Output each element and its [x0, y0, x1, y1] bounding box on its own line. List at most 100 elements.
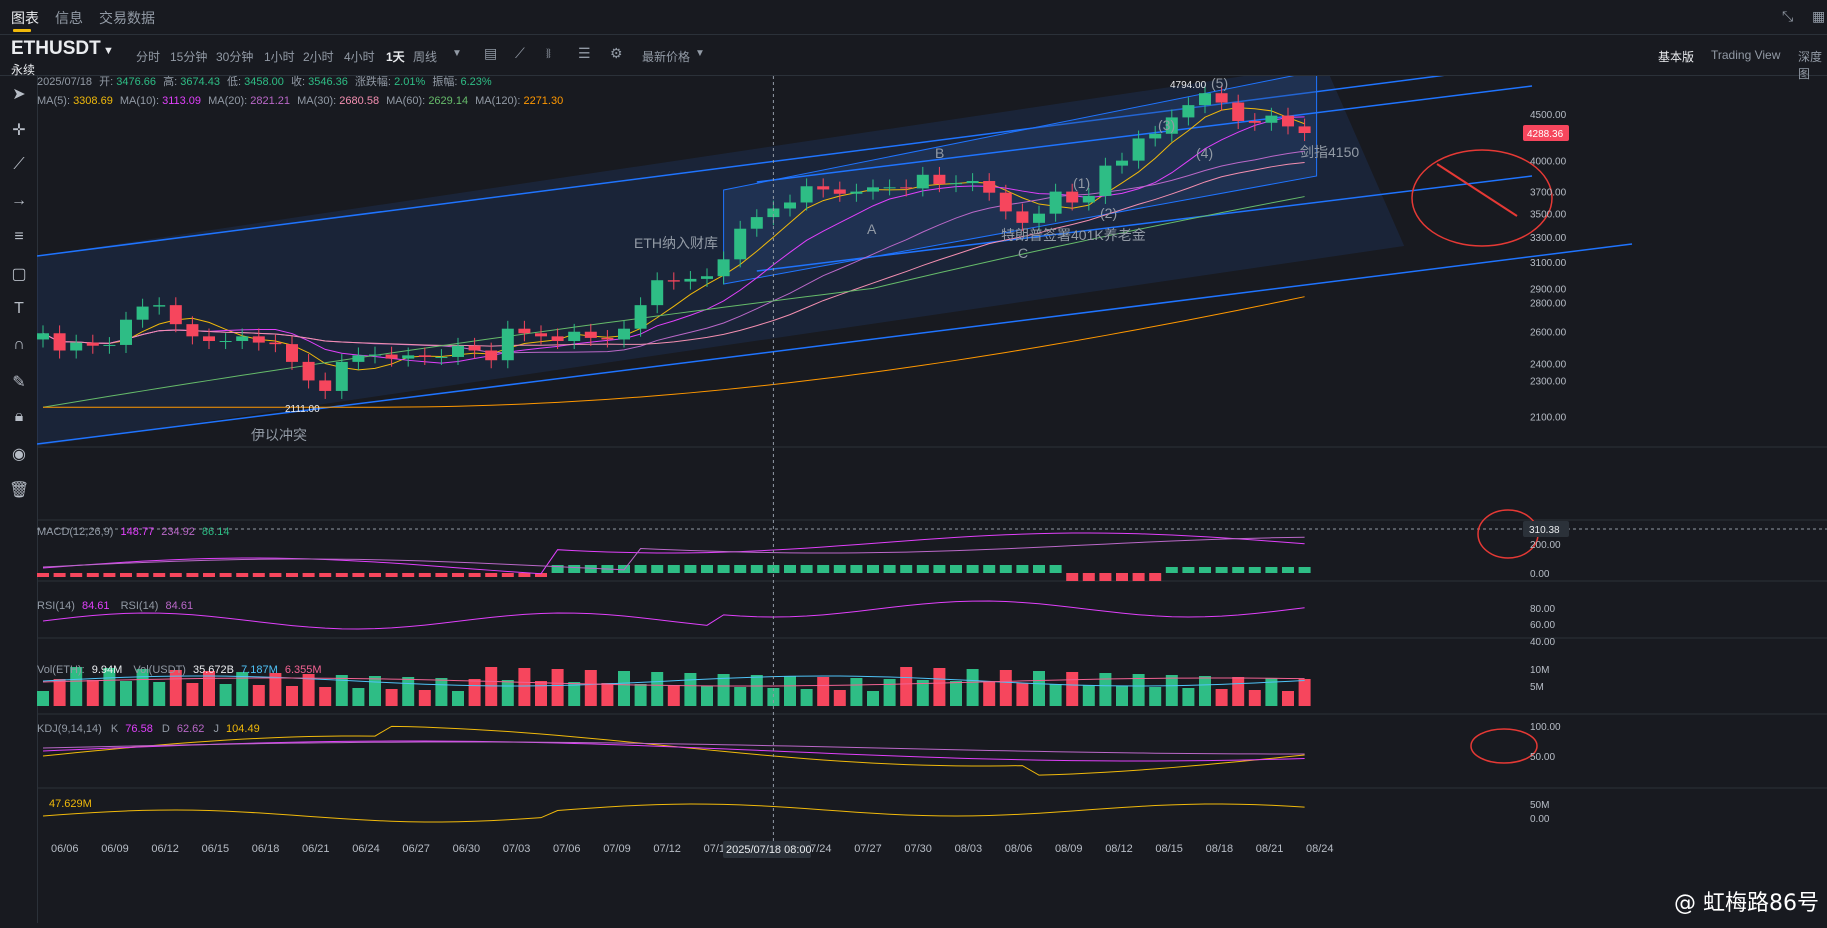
volume-bar — [352, 688, 365, 706]
more-intervals-icon[interactable]: ▼ — [452, 48, 462, 59]
down-arrow — [1436, 163, 1518, 217]
tab-chart[interactable]: 图表 — [11, 10, 39, 26]
trash-icon[interactable]: 🗑︎ — [9, 482, 30, 499]
price-tick-label: 3700.00 — [1530, 188, 1567, 199]
volume-bar — [1132, 674, 1145, 706]
inner-lower-line — [756, 175, 1533, 272]
macd-histogram-bar — [1199, 567, 1211, 573]
ma10-value: 3113.09 — [162, 95, 202, 107]
trendline-icon[interactable]: ⟋ — [13, 156, 25, 173]
kdj-d-label: D — [161, 723, 170, 735]
fib-icon[interactable]: ≡ — [14, 228, 24, 245]
candle-body — [518, 328, 531, 334]
ohlc-close: 3546.36 — [308, 76, 348, 88]
ma30-label: MA(30): — [297, 95, 337, 107]
candle-body — [1282, 115, 1294, 127]
interval-timeline[interactable]: 分时 — [136, 50, 161, 64]
crosshair-value-tag — [1523, 521, 1569, 537]
shape-icon[interactable]: ▢ — [11, 266, 27, 283]
macd-histogram-bar — [302, 573, 315, 577]
vol-value: 9.94M — [91, 664, 123, 676]
calendar-icon[interactable]: ▤ — [484, 45, 498, 61]
candle-body — [286, 344, 298, 362]
subpanel-tick-label: 100.00 — [1530, 722, 1561, 733]
vol-usdt-value: 35.672B — [193, 664, 234, 676]
view-tradingview[interactable]: Trading View — [1711, 48, 1781, 62]
time-tick-label: 08/24 — [1306, 843, 1334, 855]
grid-layout-icon[interactable]: ▦ — [1812, 8, 1826, 24]
interval-1w[interactable]: 周线 — [413, 50, 438, 64]
candle-body — [833, 189, 846, 194]
subpanel-tick-label: 80.00 — [1530, 604, 1555, 615]
volume-bar — [1282, 691, 1294, 706]
macd-histogram-bar — [966, 565, 979, 573]
candle-body — [916, 174, 929, 189]
lock-icon[interactable]: 🔒︎ — [14, 408, 24, 425]
settings-gear-icon[interactable]: ⚙ — [610, 45, 623, 61]
time-tick-label: 06/06 — [51, 843, 79, 855]
volume-bar — [701, 686, 713, 706]
macd-histogram-bar — [153, 573, 166, 577]
template-icon[interactable]: ☰ — [578, 45, 591, 61]
price-type-select[interactable]: 最新价格 — [642, 50, 691, 64]
macd-histogram-bar — [568, 565, 581, 573]
macd-histogram-bar — [120, 573, 132, 577]
candle-type-icon[interactable]: ⧚ — [546, 45, 551, 61]
candle-body — [1248, 120, 1261, 123]
vol-label: Vol(ETH): — [37, 664, 85, 676]
symbol-name[interactable]: ETHUSDT — [11, 38, 101, 59]
macd-histogram-bar — [667, 565, 680, 573]
volume-bar — [1182, 688, 1195, 706]
interval-4h[interactable]: 4小时 — [344, 50, 375, 64]
interval-30m[interactable]: 30分钟 — [216, 50, 254, 64]
macd-histogram-bar — [800, 565, 813, 573]
volume-bar — [634, 684, 647, 706]
arrow-icon[interactable]: → — [11, 192, 27, 209]
eye-icon[interactable]: ◉ — [12, 446, 26, 463]
collapse-icon[interactable]: ⤡ — [1782, 8, 1794, 24]
symbol-dropdown-icon[interactable]: ▼ — [103, 45, 114, 57]
macd-histogram-bar — [53, 573, 66, 577]
macd-histogram-bar — [684, 565, 697, 573]
interval-1d[interactable]: 1天 — [386, 50, 405, 64]
candle-body — [53, 333, 66, 351]
macd-histogram-bar — [833, 565, 846, 573]
volume-bar — [1149, 687, 1162, 706]
crosshair-icon[interactable]: ✛ — [12, 122, 26, 139]
time-tick-label: 06/30 — [453, 843, 481, 855]
ohlc-row: 2025/07/18 开: 3476.66 高: 3674.43 低: 3458… — [37, 73, 492, 89]
candle-body — [70, 342, 83, 351]
price-tick-label: 2400.00 — [1530, 360, 1567, 371]
magnet-icon[interactable]: ∩ — [13, 336, 25, 353]
tab-info[interactable]: 信息 — [55, 10, 83, 26]
brush-icon[interactable]: ✎ — [12, 374, 26, 391]
chart-area[interactable]: 4794.00 2111.00 B A C (1) (2) (3) (4) (5) ETH纳入财库 特… — [36, 63, 1827, 923]
chart-svg[interactable]: 4794.00 2111.00 B A C (1) (2) (3) (4) (5) ETH纳入财库 特… — [36, 63, 1827, 923]
time-tick-label: 06/24 — [352, 843, 380, 855]
time-tick-label: 06/27 — [402, 843, 430, 855]
volume-bar — [618, 671, 630, 706]
ma30-value: 2680.58 — [339, 95, 380, 107]
macd-histogram-bar — [369, 573, 381, 577]
volume-bar — [551, 669, 564, 706]
volume-bar — [1066, 672, 1079, 706]
subpanel-tick-label: 40.00 — [1530, 637, 1555, 648]
interval-2h[interactable]: 2小时 — [303, 50, 334, 64]
view-depth[interactable]: 深度图 — [1798, 50, 1823, 81]
view-basic[interactable]: 基本版 — [1658, 50, 1695, 64]
candle-body — [966, 181, 979, 184]
interval-15m[interactable]: 15分钟 — [170, 50, 208, 64]
macd-histogram-bar — [734, 565, 747, 573]
macd-histogram-bar — [435, 573, 448, 577]
volume-bar — [535, 681, 547, 706]
text-icon[interactable]: T — [14, 300, 24, 317]
macd-histogram-bar — [385, 573, 398, 577]
indicator-icon[interactable]: ⟋ — [515, 45, 525, 61]
macd-histogram-bar — [1033, 565, 1045, 573]
macd-histogram-bar — [1215, 567, 1228, 573]
interval-1h[interactable]: 1小时 — [264, 50, 295, 64]
candle-body — [435, 356, 448, 358]
tab-trading-data[interactable]: 交易数据 — [99, 10, 155, 26]
price-type-chevron-icon[interactable]: ▼ — [695, 48, 705, 59]
cursor-icon[interactable]: ➤ — [12, 86, 26, 103]
